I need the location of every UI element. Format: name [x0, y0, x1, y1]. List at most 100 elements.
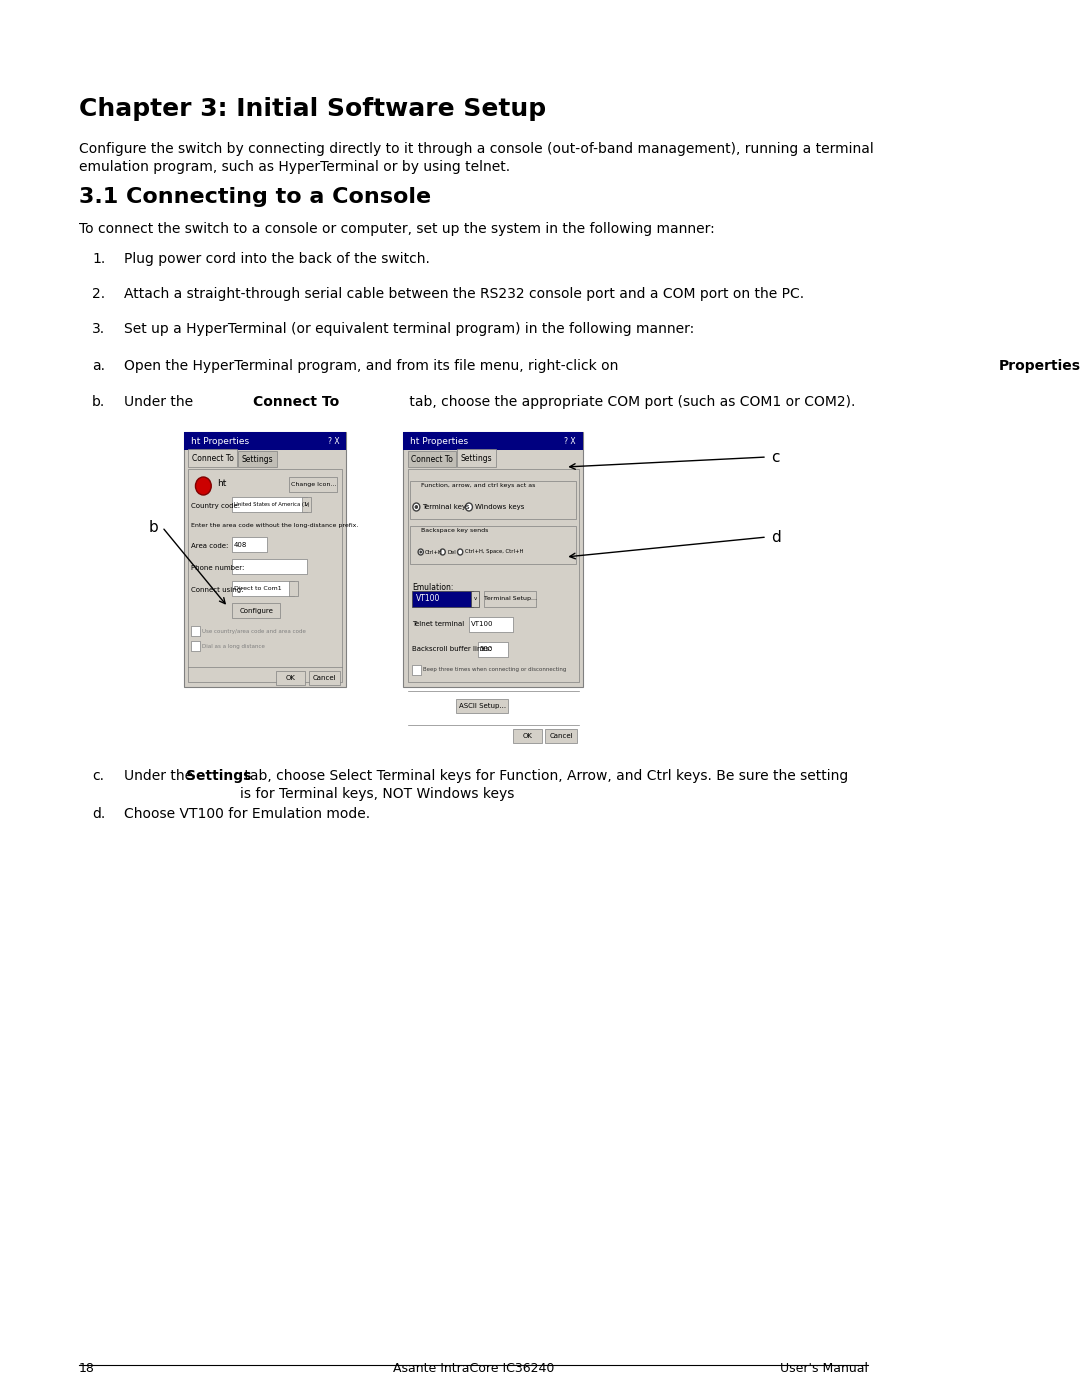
Text: Configure: Configure: [240, 608, 273, 613]
Text: Change Icon...: Change Icon...: [291, 482, 336, 488]
Bar: [407, 451, 456, 467]
Bar: [457, 448, 496, 467]
FancyBboxPatch shape: [410, 527, 576, 564]
FancyBboxPatch shape: [410, 481, 576, 520]
Text: b.: b.: [92, 395, 105, 409]
Text: Open the HyperTerminal program, and from its file menu, right-click on: Open the HyperTerminal program, and from…: [124, 359, 623, 373]
Text: Direct to Com1: Direct to Com1: [234, 585, 282, 591]
Bar: [484, 591, 537, 608]
Text: ht: ht: [217, 479, 227, 488]
Text: Connect To: Connect To: [254, 395, 339, 409]
Text: Function, arrow, and ctrl keys act as: Function, arrow, and ctrl keys act as: [421, 483, 535, 488]
Bar: [302, 497, 311, 511]
Text: Country code:: Country code:: [191, 503, 240, 509]
Text: Connect To: Connect To: [191, 454, 233, 462]
Bar: [411, 665, 421, 675]
Text: Attach a straight-through serial cable between the RS232 console port and a COM : Attach a straight-through serial cable b…: [124, 286, 805, 300]
Text: Area code:: Area code:: [191, 543, 229, 549]
Text: v: v: [473, 597, 476, 602]
Text: c: c: [771, 450, 780, 464]
Bar: [188, 448, 237, 467]
Text: Configure the switch by connecting directly to it through a console (out-of-band: Configure the switch by connecting direc…: [79, 142, 874, 175]
Text: Cancel: Cancel: [312, 675, 336, 680]
Text: OK: OK: [285, 675, 296, 680]
Text: 3.: 3.: [92, 321, 105, 337]
Text: ? X: ? X: [327, 436, 339, 446]
Text: Settings: Settings: [242, 454, 273, 464]
Bar: [309, 671, 340, 685]
Text: Backspace key sends: Backspace key sends: [421, 528, 488, 534]
Text: Enter the area code without the long-distance prefix.: Enter the area code without the long-dis…: [191, 524, 359, 528]
Bar: [276, 671, 305, 685]
Text: Cancel: Cancel: [549, 733, 572, 739]
Text: VT100: VT100: [417, 595, 441, 604]
Text: Use country/area code and area code: Use country/area code and area code: [202, 629, 306, 633]
Bar: [232, 604, 281, 617]
Text: ? X: ? X: [564, 436, 576, 446]
Bar: [184, 432, 347, 450]
Bar: [232, 497, 307, 511]
Text: 3.1 Connecting to a Console: 3.1 Connecting to a Console: [79, 187, 431, 207]
Text: 408: 408: [234, 542, 247, 548]
Circle shape: [440, 549, 445, 555]
Text: Under the: Under the: [124, 768, 198, 782]
Bar: [407, 469, 579, 682]
Bar: [471, 591, 480, 608]
Text: Backscroll buffer lines:: Backscroll buffer lines:: [411, 645, 491, 652]
Bar: [411, 591, 473, 608]
Text: Under the: Under the: [124, 395, 198, 409]
Text: Terminal Setup...: Terminal Setup...: [484, 597, 537, 602]
Bar: [232, 581, 294, 597]
Text: b: b: [149, 520, 159, 535]
Text: v: v: [306, 502, 309, 507]
FancyBboxPatch shape: [184, 432, 347, 687]
Bar: [456, 698, 509, 712]
Circle shape: [195, 476, 212, 495]
Text: ASCII Setup...: ASCII Setup...: [459, 703, 505, 710]
Text: Asante IntraCore IC36240: Asante IntraCore IC36240: [393, 1362, 554, 1376]
Text: tab, choose the appropriate COM port (such as COM1 or COM2).: tab, choose the appropriate COM port (su…: [405, 395, 855, 409]
Text: Plug power cord into the back of the switch.: Plug power cord into the back of the swi…: [124, 251, 430, 265]
Text: User's Manual: User's Manual: [780, 1362, 867, 1376]
Text: a.: a.: [92, 359, 105, 373]
Text: Connect using:: Connect using:: [191, 587, 244, 592]
Bar: [469, 617, 513, 631]
Text: Terminal keys: Terminal keys: [422, 504, 470, 510]
Text: To connect the switch to a console or computer, set up the system in the followi: To connect the switch to a console or co…: [79, 222, 715, 236]
Text: United States of America (1): United States of America (1): [234, 502, 310, 507]
Text: Beep three times when connecting or disconnecting: Beep three times when connecting or disc…: [423, 668, 567, 672]
Circle shape: [415, 504, 418, 509]
Text: Settings: Settings: [460, 454, 492, 462]
Text: Ctrl+H: Ctrl+H: [426, 549, 443, 555]
Bar: [232, 559, 307, 574]
FancyBboxPatch shape: [403, 432, 583, 687]
Bar: [232, 536, 268, 552]
Text: Connect To: Connect To: [410, 454, 453, 464]
Bar: [289, 581, 298, 597]
Text: OK: OK: [523, 733, 532, 739]
Text: Choose VT100 for Emulation mode.: Choose VT100 for Emulation mode.: [124, 807, 370, 821]
Text: 18: 18: [79, 1362, 95, 1376]
Circle shape: [418, 549, 423, 555]
Text: Telnet terminal: Telnet terminal: [411, 622, 464, 627]
Bar: [188, 469, 342, 682]
Text: 500: 500: [480, 647, 492, 652]
Text: ht Properties: ht Properties: [191, 436, 249, 446]
Text: VT100: VT100: [471, 622, 494, 627]
Text: Emulation:: Emulation:: [411, 583, 454, 591]
Text: Phone number:: Phone number:: [191, 564, 244, 571]
Bar: [191, 641, 200, 651]
Text: Chapter 3: Initial Software Setup: Chapter 3: Initial Software Setup: [79, 96, 546, 122]
Text: c.: c.: [92, 768, 104, 782]
Bar: [238, 451, 276, 467]
Circle shape: [458, 549, 463, 555]
Bar: [403, 432, 583, 450]
Text: Windows keys: Windows keys: [475, 504, 525, 510]
Circle shape: [419, 550, 422, 553]
Text: Properties.: Properties.: [999, 359, 1080, 373]
Text: Ctrl+H, Space, Ctrl+H: Ctrl+H, Space, Ctrl+H: [464, 549, 523, 555]
Text: tab, choose Select Terminal keys for Function, Arrow, and Ctrl keys. Be sure the: tab, choose Select Terminal keys for Fun…: [240, 768, 849, 802]
Circle shape: [465, 503, 472, 511]
Text: Del: Del: [447, 549, 456, 555]
Text: 2.: 2.: [92, 286, 105, 300]
